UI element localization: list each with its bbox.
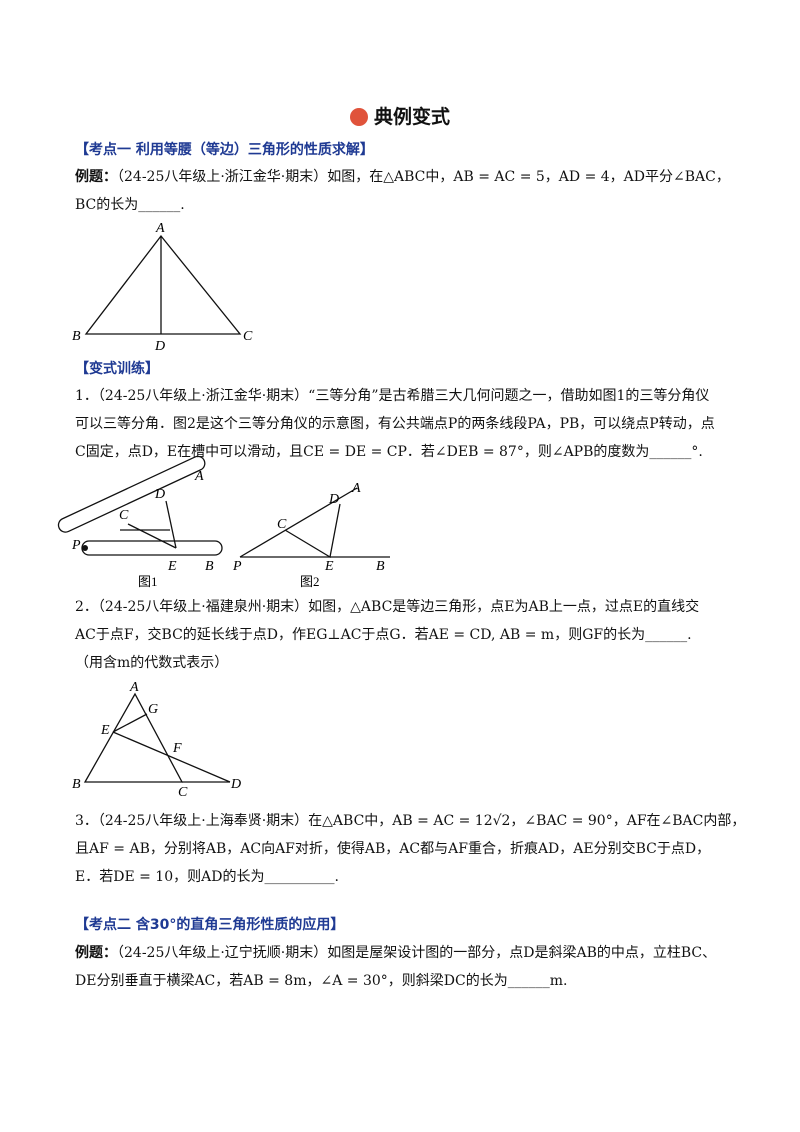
pivot <box>82 545 88 551</box>
label: B <box>205 559 214 574</box>
label: D <box>154 339 165 354</box>
triangle <box>83 692 184 783</box>
label: C <box>119 508 129 523</box>
text-line: 2．（24-25八年级上·福建泉州·期末）如图，△ABC是等边三角形，点E为AB… <box>75 599 700 615</box>
bar <box>81 540 223 556</box>
text-line: DE分别垂直于横梁AC，若AB = 8m，∠A = 30°，则斜梁DC的长为__… <box>75 973 568 989</box>
link <box>127 523 177 549</box>
label: B <box>72 329 81 344</box>
triangle <box>84 234 242 335</box>
label: D <box>154 487 165 502</box>
text: （24-25八年级上·辽宁抚顺·期末）如图是屋架设计图的一部分，点D是斜梁AB的… <box>117 945 717 961</box>
section-heading: 【考点一 利用等腰（等边）三角形的性质求解】 <box>75 142 374 158</box>
label: E <box>167 559 177 574</box>
text-line: 例题：（24-25八年级上·辽宁抚顺·期末）如图是屋架设计图的一部分，点D是斜梁… <box>75 943 716 963</box>
section-heading: 【考点二 含30°的直角三角形性质的应用】 <box>75 917 345 933</box>
text-line: C固定，点D，E在槽中可以滑动，且CE = DE = CP．若∠DEB = 87… <box>75 444 703 460</box>
label: A <box>155 221 165 236</box>
label: C <box>277 517 287 532</box>
label: F <box>172 741 182 756</box>
figure-question-2: A G E F B C D <box>72 680 241 800</box>
page-title: 典例变式 <box>0 102 800 129</box>
label: C <box>178 785 188 800</box>
label: G <box>148 702 158 717</box>
text-line: 1．（24-25八年级上·浙江金华·期末）“三等分角”是古希腊三大几何问题之一，… <box>75 388 710 404</box>
segment <box>112 713 148 733</box>
label: E <box>100 723 110 738</box>
label: P <box>71 538 81 553</box>
text-line: 例题：（24-25八年级上·浙江金华·期末）如图，在△ABC中，AB = AC … <box>75 167 730 187</box>
text-line: AC于点F，交BC的延长线于点D，作EG⊥AC于点G．若AE = CD, AB … <box>75 627 692 643</box>
figure-example-1: A B D C <box>72 221 253 354</box>
label: D <box>230 777 241 792</box>
segment <box>112 731 231 783</box>
bar <box>57 455 206 533</box>
label: C <box>243 329 253 344</box>
caption: 图2 <box>300 574 320 589</box>
text-line: 可以三等分角．图2是这个三等分角仪的示意图，有公共端点P的两条线段PA，PB，可… <box>75 416 715 432</box>
title-icon <box>349 108 368 126</box>
label: A <box>129 680 139 695</box>
title-text: 典例变式 <box>373 106 450 128</box>
label: A <box>194 469 204 484</box>
label: P <box>232 559 242 574</box>
text-line: BC的长为______. <box>75 197 185 213</box>
text-line: （用含m的代数式表示） <box>75 655 229 671</box>
text-line: 且AF = AB，分别将AB，AC向AF对折，使得AB，AC都与AF重合，折痕A… <box>75 841 711 857</box>
label: E <box>324 559 334 574</box>
label: D <box>328 492 339 507</box>
figure-2: D A C P E B 图2 <box>232 481 390 589</box>
text-line: E．若DE = 10，则AD的长为__________. <box>75 869 339 885</box>
label: B <box>72 777 81 792</box>
text-line: 3．（24-25八年级上·上海奉贤·期末）在△ABC中，AB = AC = 12… <box>75 813 746 829</box>
section-heading: 【变式训练】 <box>75 361 159 377</box>
label: 例题： <box>75 169 117 185</box>
label: A <box>351 481 361 496</box>
ray <box>239 487 358 558</box>
label: B <box>376 559 385 574</box>
text: （24-25八年级上·浙江金华·期末）如图，在△ABC中，AB = AC = 5… <box>117 169 730 185</box>
link <box>165 500 177 549</box>
label: 例题： <box>75 945 117 961</box>
figure-1: A D C P E B 图1 <box>57 455 223 589</box>
segments <box>284 503 341 559</box>
caption: 图1 <box>138 574 158 589</box>
